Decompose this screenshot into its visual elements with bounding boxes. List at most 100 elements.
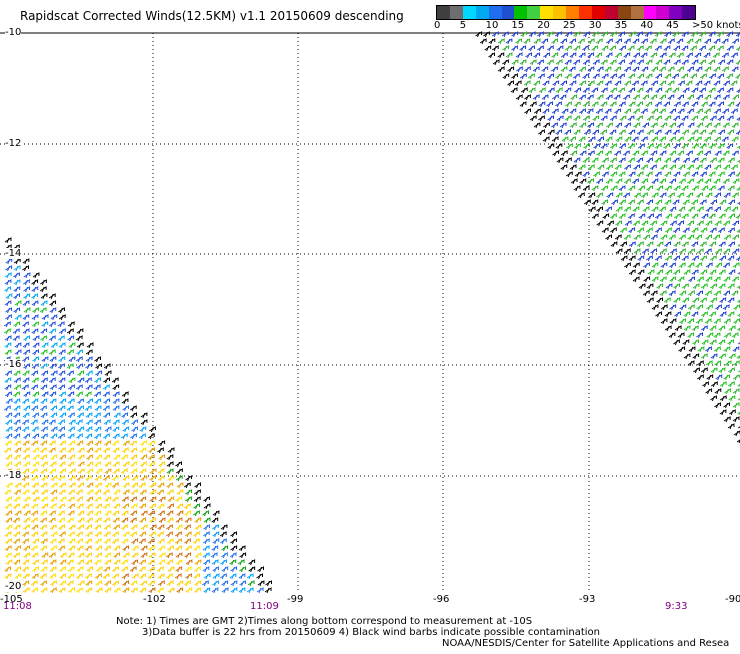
wind-barb <box>67 447 75 454</box>
wind-barb <box>50 489 58 496</box>
wind-barb <box>708 87 716 94</box>
note-line-1: Note: 1) Times are GMT 2)Times along bot… <box>116 616 533 627</box>
wind-barb <box>497 52 505 59</box>
wind-barb <box>560 38 567 45</box>
wind-barb <box>41 503 49 510</box>
wind-barb <box>41 356 49 363</box>
wind-barb <box>22 356 29 363</box>
wind-barb <box>22 342 30 349</box>
wind-barb <box>690 73 697 80</box>
wind-barb <box>212 573 220 580</box>
wind-barb <box>615 220 622 227</box>
wind-barb <box>542 136 550 143</box>
wind-barb <box>40 496 48 503</box>
wind-barb <box>14 482 22 489</box>
wind-barb <box>627 143 635 150</box>
wind-barb <box>184 566 192 573</box>
wind-barb <box>49 503 57 510</box>
wind-barb <box>681 59 689 66</box>
wind-barb <box>113 545 121 552</box>
wind-barb <box>692 283 700 290</box>
wind-barb <box>49 300 57 307</box>
wind-barb <box>623 206 631 213</box>
wind-barb <box>76 391 83 398</box>
wind-barb <box>628 101 636 108</box>
wind-barb <box>595 38 603 45</box>
latitude-label: -12 <box>5 138 22 149</box>
wind-barb <box>264 587 272 594</box>
wind-barb <box>678 234 686 241</box>
wind-barb <box>523 66 531 73</box>
longitude-label: -102 <box>143 594 166 605</box>
wind-barb <box>157 482 165 489</box>
wind-barb <box>708 101 716 108</box>
wind-barb <box>654 213 662 220</box>
wind-barb <box>104 482 112 489</box>
legend-swatch <box>475 6 489 19</box>
wind-barb <box>184 517 192 524</box>
wind-barb <box>572 73 580 80</box>
wind-barb <box>687 318 694 325</box>
wind-barb <box>583 199 591 206</box>
wind-barb <box>727 129 734 136</box>
wind-barb <box>620 255 628 262</box>
wind-barb <box>591 157 599 164</box>
wind-barb <box>49 461 57 468</box>
wind-barb <box>632 206 640 213</box>
wind-barb <box>505 38 513 45</box>
wind-barb <box>95 363 102 370</box>
wind-barb <box>710 395 717 402</box>
wind-barb <box>678 178 686 185</box>
wind-barb <box>104 580 111 587</box>
wind-barb <box>632 220 640 227</box>
wind-barb <box>5 482 13 489</box>
wind-barb <box>685 80 693 87</box>
wind-barb <box>708 45 715 52</box>
wind-barb <box>76 566 84 573</box>
wind-barb <box>174 573 182 580</box>
wind-barb <box>649 164 657 171</box>
wind-barb <box>716 45 724 52</box>
wind-barb <box>564 45 572 52</box>
wind-barb <box>76 503 84 510</box>
wind-barb <box>194 580 202 587</box>
wind-barb <box>13 384 21 391</box>
wind-barb <box>723 234 731 241</box>
wind-barb <box>591 101 599 108</box>
wind-barb <box>570 94 578 101</box>
wind-barb <box>591 213 599 220</box>
wind-barb <box>694 52 702 59</box>
wind-barb <box>736 88 740 94</box>
wind-barb <box>121 412 128 419</box>
wind-barb <box>59 566 66 573</box>
wind-barb <box>714 248 722 255</box>
wind-barb <box>696 248 704 255</box>
wind-barb <box>687 234 695 241</box>
legend-swatch <box>527 6 541 19</box>
wind-barb <box>149 426 156 433</box>
wind-barb <box>700 269 708 276</box>
wind-barb <box>646 283 654 290</box>
wind-barb <box>605 94 613 101</box>
wind-barb <box>13 489 21 496</box>
wind-barb <box>13 377 21 384</box>
wind-barb <box>607 220 614 227</box>
wind-barb <box>601 157 609 164</box>
wind-barb <box>565 101 572 108</box>
wind-barb <box>614 164 622 171</box>
wind-barb <box>175 475 183 482</box>
wind-barb <box>14 573 22 580</box>
wind-barb <box>58 587 66 594</box>
wind-barb <box>623 178 631 185</box>
wind-barb <box>510 87 518 94</box>
wind-barb <box>726 45 734 52</box>
wind-barb <box>111 482 119 489</box>
wind-barb <box>85 587 93 594</box>
wind-barb <box>239 580 247 587</box>
wind-barb <box>665 269 672 276</box>
wind-barb <box>103 398 111 405</box>
wind-barb <box>77 517 85 524</box>
wind-barb <box>176 489 184 496</box>
wind-barb <box>636 157 644 164</box>
wind-barb <box>555 73 562 80</box>
